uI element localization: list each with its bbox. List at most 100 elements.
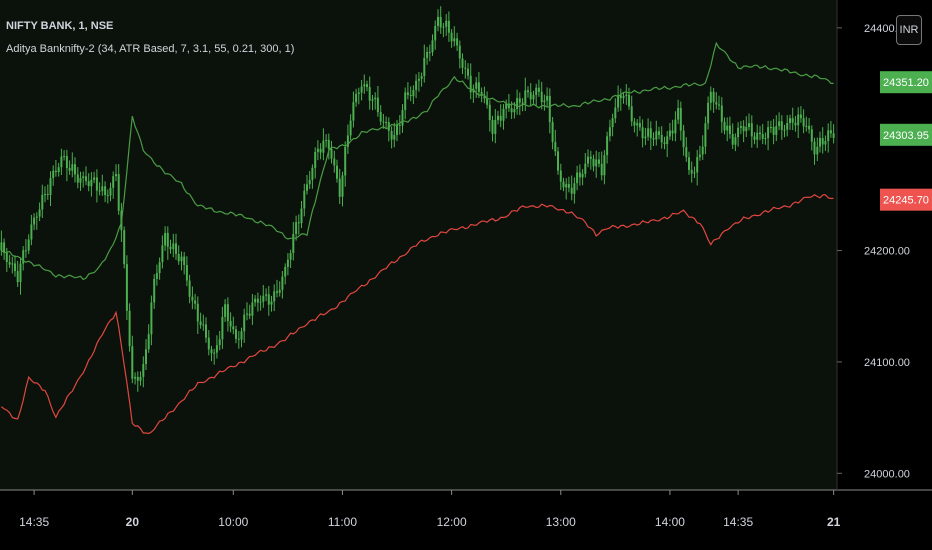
candle-body xyxy=(398,124,401,126)
candle-body xyxy=(248,313,251,316)
candle-body xyxy=(54,170,57,173)
candle-body xyxy=(188,280,191,297)
candle-body xyxy=(376,97,379,113)
x-tick-label: 10:00 xyxy=(218,515,248,529)
candle-body xyxy=(767,127,770,139)
candle-body xyxy=(390,130,393,140)
candle-body xyxy=(748,123,750,127)
candle-body xyxy=(745,127,748,132)
candle-body xyxy=(303,190,306,209)
candle-body xyxy=(778,121,781,127)
candle-body xyxy=(5,251,8,262)
candle-body xyxy=(491,120,494,134)
candle-body xyxy=(802,118,805,127)
candle-body xyxy=(191,296,194,301)
candle-body xyxy=(499,115,502,121)
candle-body xyxy=(529,92,532,100)
candle-body xyxy=(565,184,568,188)
candle-body xyxy=(543,100,546,103)
candle-body xyxy=(221,316,224,340)
candle-body xyxy=(505,103,508,109)
candle-body xyxy=(606,136,609,156)
candle-body xyxy=(316,148,319,152)
candle-body xyxy=(559,170,562,182)
candle-body xyxy=(278,289,281,293)
candle-body xyxy=(8,262,11,265)
candle-body xyxy=(447,20,450,33)
candle-body xyxy=(412,90,415,97)
candle-body xyxy=(685,147,688,158)
candle-body xyxy=(808,125,811,130)
currency-button[interactable]: INR xyxy=(896,15,922,45)
candle-body xyxy=(0,242,3,251)
candle-body xyxy=(38,209,41,217)
candle-body xyxy=(608,127,611,137)
candle-body xyxy=(502,108,505,121)
candle-body xyxy=(292,233,295,254)
candle-body xyxy=(213,352,216,354)
candle-body xyxy=(674,119,677,134)
candle-body xyxy=(224,304,227,317)
candle-body xyxy=(41,194,44,210)
candle-body xyxy=(693,172,696,174)
candle-body xyxy=(469,75,472,93)
candle-body xyxy=(142,364,145,377)
symbol-title[interactable]: NIFTY BANK, 1, NSE xyxy=(6,20,114,32)
candle-body xyxy=(207,337,210,350)
candle-body xyxy=(161,245,164,263)
candle-body xyxy=(276,291,278,293)
candle-body xyxy=(155,273,158,279)
candle-body xyxy=(371,99,374,101)
candle-body xyxy=(169,246,172,250)
candle-body xyxy=(153,278,156,303)
candle-body xyxy=(401,109,404,126)
candle-body xyxy=(341,175,344,197)
candle-body xyxy=(666,136,669,145)
candle-body xyxy=(477,82,480,92)
candle-body xyxy=(625,94,628,96)
candle-body xyxy=(396,124,398,135)
candle-body xyxy=(587,156,589,164)
candle-body xyxy=(385,122,388,124)
candle-body xyxy=(82,176,85,178)
candle-body xyxy=(325,139,328,141)
candle-body xyxy=(647,128,650,137)
candle-body xyxy=(256,298,259,303)
candle-body xyxy=(426,52,429,58)
candle-body xyxy=(306,184,308,191)
candle-body xyxy=(797,114,800,126)
candle-body xyxy=(35,216,38,218)
candle-body xyxy=(379,112,382,122)
candle-body xyxy=(183,256,186,265)
candle-body xyxy=(622,95,625,99)
x-tick-label: 21 xyxy=(827,515,841,529)
candle-body xyxy=(52,170,55,179)
candle-body xyxy=(824,141,827,145)
candle-body xyxy=(445,20,448,27)
price-badges: 24351.20 24303.95 24245.70 xyxy=(880,71,932,211)
candle-body xyxy=(322,140,325,153)
candle-body xyxy=(14,263,16,272)
candle-body xyxy=(614,107,617,119)
candle-body xyxy=(619,95,622,99)
candle-body xyxy=(557,151,559,171)
candle-body xyxy=(60,156,63,168)
candle-body xyxy=(237,338,240,340)
x-tick-label: 11:00 xyxy=(328,515,357,529)
candle-body xyxy=(98,190,101,192)
candle-body xyxy=(286,259,289,267)
candle-body xyxy=(655,131,658,140)
candle-body xyxy=(442,26,445,28)
candle-body xyxy=(240,331,243,340)
candle-body xyxy=(488,104,491,120)
indicator-title[interactable]: Aditya Banknifty-2 (34, ATR Based, 7, 3.… xyxy=(6,43,295,55)
candle-body xyxy=(109,187,112,196)
candle-body xyxy=(630,106,633,122)
candle-body xyxy=(93,177,96,180)
candle-body xyxy=(117,174,120,211)
candle-body xyxy=(567,184,570,188)
currency-label: INR xyxy=(899,24,919,36)
candle-body xyxy=(494,119,497,134)
candle-body xyxy=(330,148,333,159)
